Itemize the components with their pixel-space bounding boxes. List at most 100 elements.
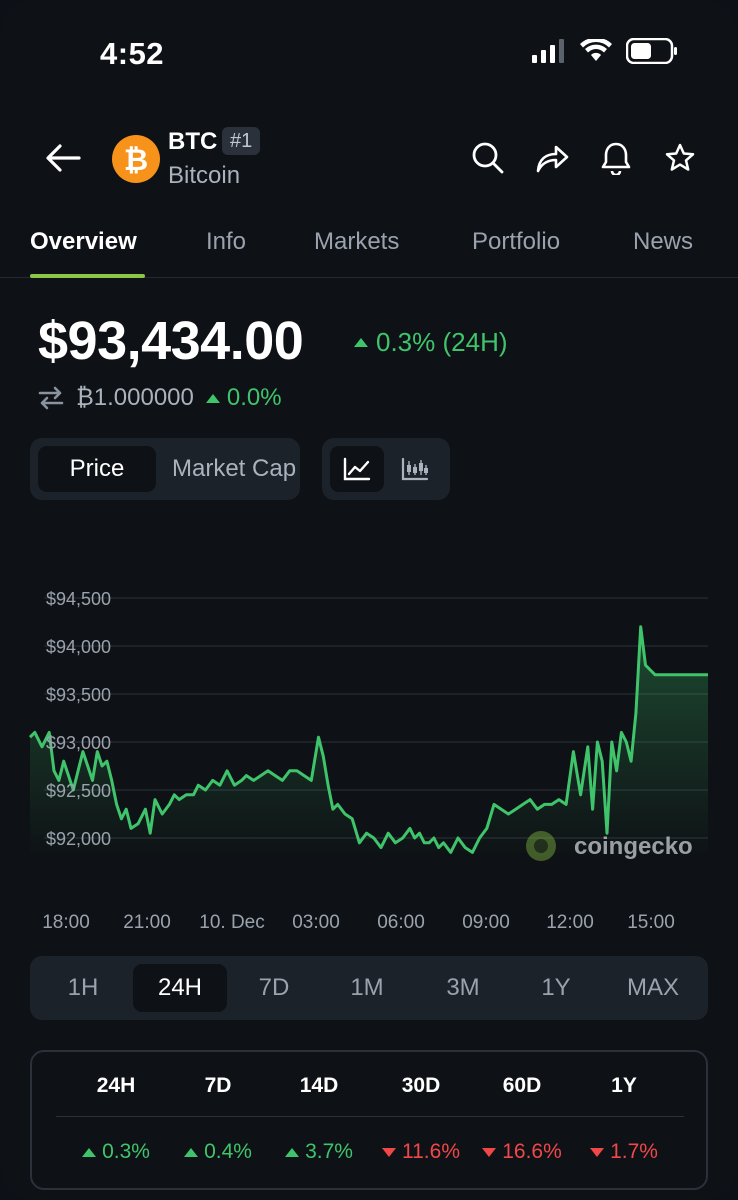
up-arrow-icon [354,338,368,347]
rank-badge: #1 [222,127,261,155]
coingecko-watermark: coingecko [526,831,693,861]
perf-value-30d: 11.6% [371,1140,471,1164]
y-tick-label: $92,000 [46,829,111,849]
range-1h[interactable]: 1H [67,974,99,1001]
range-7d[interactable]: 7D [258,974,290,1001]
tab-portfolio[interactable]: Portfolio [472,228,561,255]
candlestick-icon [401,457,429,481]
up-arrow-icon [184,1147,199,1157]
current-price: $93,434.00 [38,311,304,371]
swap-icon[interactable] [38,386,64,410]
perf-value-1y: 1.7% [574,1140,674,1164]
btc-price-row: ₿1.000000 0.0% [38,384,282,412]
search-icon [472,142,504,174]
price-line [28,625,708,854]
section-tabs: Overview Info Markets Portfolio News [0,222,738,278]
x-tick-label: 06:00 [377,912,425,933]
x-tick-label: 03:00 [292,912,340,933]
perf-value-24h: 0.3% [66,1140,166,1164]
perf-value-14d-text: 3.7% [305,1140,353,1163]
perf-value-14d: 3.7% [269,1140,369,1164]
bitcoin-logo-icon: ₿ [112,135,160,183]
share-button[interactable] [532,138,572,178]
perf-header-60d: 60D [502,1074,542,1097]
tab-info[interactable]: Info [206,228,247,255]
range-3m[interactable]: 3M [446,974,480,1001]
search-button[interactable] [468,138,508,178]
x-tick-label: 21:00 [123,912,171,933]
perf-value-7d: 0.4% [168,1140,268,1164]
btc-change-value: 0.0% [226,384,282,411]
price-change-24h: 0.3% (24H) [354,327,508,358]
down-arrow-icon [482,1147,497,1157]
down-arrow-icon [382,1147,396,1157]
candlestick-chart-button[interactable] [388,446,442,492]
up-arrow-icon [205,393,220,403]
chart-type-toggle [322,438,450,500]
star-icon [665,143,695,171]
y-tick-label: $93,500 [46,685,111,705]
perf-header-24h: 24H [96,1074,136,1097]
tab-overview[interactable]: Overview [30,228,137,255]
active-tab-indicator [30,274,145,278]
perf-header-1y: 1Y [611,1074,637,1097]
x-tick-label: 12:00 [546,912,594,933]
header-actions [468,138,700,178]
watermark-text: coingecko [574,833,693,860]
bell-icon [601,142,631,175]
coin-name: Bitcoin [168,162,241,189]
y-tick-label: $92,500 [46,781,111,801]
up-arrow-icon [285,1147,300,1157]
x-tick-label: 18:00 [42,912,90,933]
x-tick-label: 10. Dec [199,912,264,933]
line-chart-icon [343,457,371,481]
wifi-icon [580,39,612,61]
tab-markets[interactable]: Markets [314,228,400,255]
x-tick-label: 15:00 [627,912,675,933]
perf-divider [56,1116,684,1117]
coin-symbol: BTC [168,128,218,155]
alert-button[interactable] [596,138,636,178]
back-button[interactable] [42,138,84,178]
price-area [30,626,708,860]
battery-icon [626,38,677,64]
btc-change: 0.0% [205,384,282,412]
y-tick-label: $94,000 [46,637,111,657]
status-time: 4:52 [100,36,165,71]
x-tick-label: 09:00 [462,912,510,933]
price-change-24h-value: 0.3% (24H) [376,327,508,357]
perf-header-14d: 14D [299,1074,339,1097]
arrow-left-icon [46,144,81,172]
perf-value-7d-text: 0.4% [204,1140,252,1163]
range-1m[interactable]: 1M [350,974,384,1001]
y-tick-label: $94,500 [46,589,111,609]
svg-text:₿: ₿ [124,143,148,176]
price-chart[interactable]: $94,500 $94,000 $93,500 $93,000 $92,500 $92,0… [0,560,738,950]
signal-icon [532,39,564,63]
y-tick-label: $93,000 [46,733,111,753]
perf-header-30d: 30D [401,1074,441,1097]
btc-price-value: ₿1.000000 [76,384,194,411]
tab-news[interactable]: News [633,228,694,255]
perf-value-24h-text: 0.3% [102,1140,150,1163]
range-max[interactable]: MAX [626,974,679,1001]
perf-value-60d: 16.6% [472,1140,572,1164]
up-arrow-icon [82,1147,97,1157]
perf-value-1y-text: 1.7% [610,1140,658,1163]
line-chart-button[interactable] [330,446,384,492]
chart-metric-toggle: Price Market Cap [30,438,300,500]
range-24h[interactable]: 24H [133,964,227,1012]
down-arrow-icon [590,1147,605,1157]
share-icon [536,145,569,173]
watchlist-button[interactable] [660,138,700,178]
perf-header-7d: 7D [204,1074,232,1097]
performance-table: 24H 7D 14D 30D 60D 1Y 0.3% 0.4% 3.7% 11.… [30,1050,708,1190]
price-toggle[interactable]: Price [38,446,156,492]
market-cap-toggle[interactable]: Market Cap [172,455,297,482]
range-1y[interactable]: 1Y [541,974,571,1001]
status-icons [530,38,678,64]
perf-value-60d-text: 16.6% [502,1140,562,1163]
perf-value-30d-text: 11.6% [402,1140,460,1163]
time-range-selector: 1H 24H 7D 1M 3M 1Y MAX [30,956,708,1020]
